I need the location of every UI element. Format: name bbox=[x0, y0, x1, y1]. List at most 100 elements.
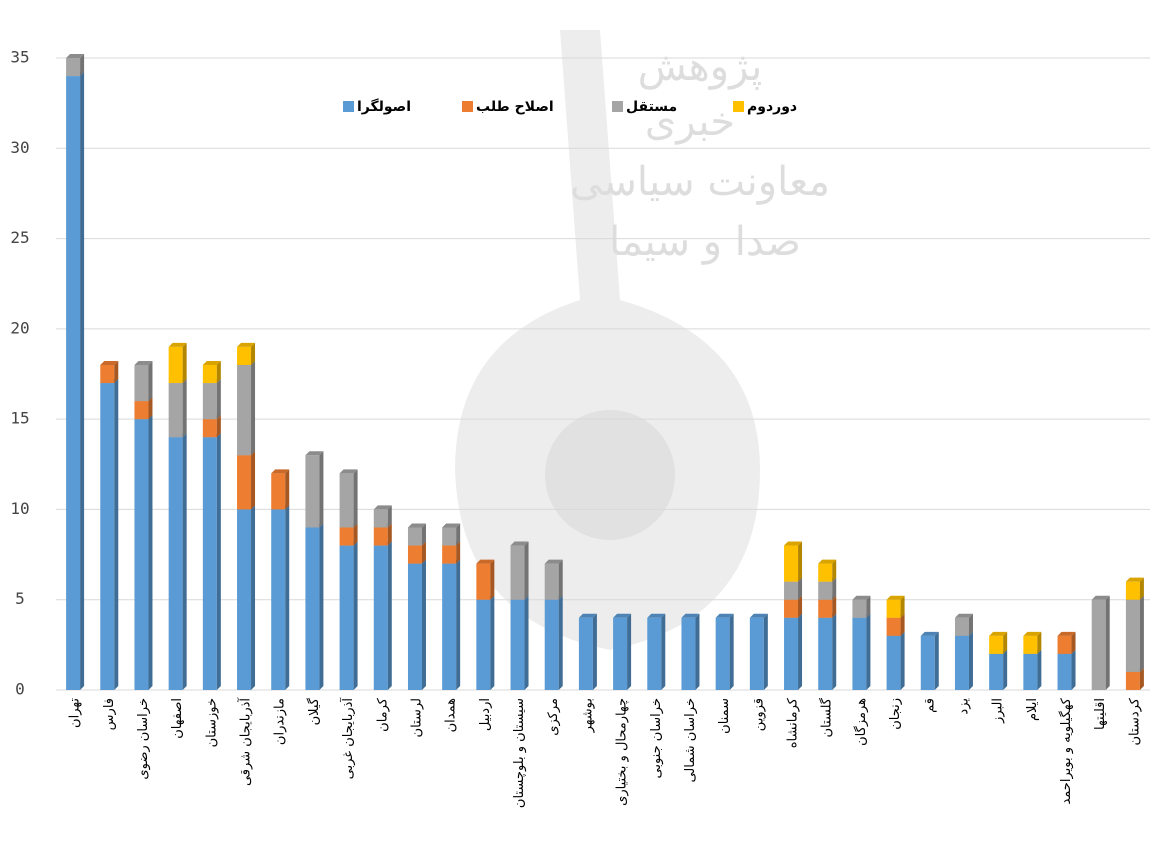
bar-front bbox=[134, 364, 149, 402]
legend-swatch bbox=[462, 101, 473, 112]
legend-label: اصلاح طلب bbox=[476, 99, 554, 115]
bar-top bbox=[66, 54, 85, 58]
y-tick-label: 35 bbox=[10, 48, 29, 67]
bar-front bbox=[237, 346, 252, 365]
legend-swatch bbox=[612, 101, 623, 112]
bar-front bbox=[886, 635, 901, 690]
bar-side bbox=[695, 613, 700, 690]
bar-side bbox=[900, 631, 905, 690]
bar-segment bbox=[989, 649, 1008, 690]
bar-segment bbox=[510, 595, 529, 690]
bar-front bbox=[1023, 635, 1038, 654]
bar-front bbox=[442, 563, 457, 690]
bar-front bbox=[407, 527, 422, 546]
bar-front bbox=[544, 599, 559, 690]
bar-segment bbox=[271, 469, 290, 510]
bar-top bbox=[578, 613, 597, 618]
bar-top bbox=[954, 613, 973, 618]
bar-segment bbox=[237, 451, 256, 510]
legend-label: دوردوم bbox=[747, 99, 797, 115]
bar-segment bbox=[305, 451, 324, 528]
bar-side bbox=[968, 613, 973, 636]
x-tick-label: سیستان و بلوچستان bbox=[512, 698, 527, 808]
bar-segment bbox=[373, 541, 392, 690]
bar-front bbox=[613, 617, 628, 690]
bar-side bbox=[80, 54, 85, 77]
bar-top bbox=[1057, 631, 1076, 636]
bar-segment bbox=[134, 360, 153, 402]
bar-segment bbox=[920, 631, 939, 690]
bar-segment bbox=[852, 613, 871, 690]
bar-front bbox=[1057, 635, 1072, 654]
bar-side bbox=[353, 541, 358, 690]
bar-front bbox=[305, 455, 320, 528]
bar-segment bbox=[784, 541, 803, 582]
bar-front bbox=[1125, 671, 1140, 690]
bar-top bbox=[339, 469, 358, 474]
bar-segment bbox=[1057, 631, 1076, 654]
bar-top bbox=[476, 559, 495, 564]
bar-side bbox=[1071, 631, 1076, 654]
x-tick-label: اردبیل bbox=[478, 698, 493, 731]
bar-front bbox=[476, 563, 491, 600]
x-tick-label: هرمزگان bbox=[853, 698, 869, 746]
bar-top bbox=[681, 613, 700, 618]
bar-side bbox=[832, 577, 837, 600]
bar-side bbox=[798, 613, 803, 690]
bar-front bbox=[476, 599, 491, 690]
bar-side bbox=[421, 559, 426, 690]
x-tick-label: مرکزی bbox=[546, 698, 561, 736]
bar-segment bbox=[886, 595, 905, 618]
bar-front bbox=[237, 455, 252, 510]
bar-side bbox=[216, 379, 221, 420]
y-tick-label: 0 bbox=[15, 680, 25, 699]
bar-side bbox=[456, 523, 461, 546]
bar-side bbox=[934, 631, 939, 690]
bar-segment bbox=[442, 523, 461, 546]
bar-front bbox=[749, 617, 764, 690]
bar-segment bbox=[339, 469, 358, 528]
bar-side bbox=[353, 523, 358, 546]
bar-segment bbox=[237, 360, 256, 456]
x-tick-label: لرستان bbox=[409, 698, 424, 737]
bar-segment bbox=[647, 613, 666, 690]
x-tick-label: چهارمحال و بختیاری bbox=[615, 698, 630, 806]
bar-front bbox=[784, 545, 799, 582]
bar-front bbox=[407, 563, 422, 690]
y-tick-label: 15 bbox=[10, 409, 29, 428]
bar-segment bbox=[989, 631, 1008, 654]
bar-top bbox=[407, 523, 426, 528]
logo-circle bbox=[545, 410, 675, 540]
bar-front bbox=[886, 599, 901, 618]
bar-side bbox=[832, 613, 837, 690]
bar-side bbox=[866, 595, 871, 618]
bar-segment bbox=[818, 613, 837, 690]
x-tick-label: تهران bbox=[68, 698, 83, 728]
bar-front bbox=[100, 364, 115, 384]
bar-segment bbox=[442, 559, 461, 690]
bar-top bbox=[237, 342, 256, 347]
x-tick-label: آذربایجان غربی bbox=[339, 697, 356, 780]
bar-side bbox=[114, 379, 119, 690]
bar-side bbox=[216, 360, 221, 384]
bar-segment bbox=[1125, 595, 1144, 672]
bar-side bbox=[80, 72, 85, 691]
bar-segment bbox=[407, 559, 426, 690]
bar-side bbox=[285, 505, 290, 690]
bar-side bbox=[1071, 649, 1076, 690]
bar-front bbox=[168, 383, 183, 438]
bar-segment bbox=[305, 523, 324, 690]
bar-top bbox=[784, 541, 803, 546]
x-tick-label: اقلیتها bbox=[1093, 698, 1108, 730]
bar-side bbox=[832, 595, 837, 618]
bar-side bbox=[285, 469, 290, 510]
bar-side bbox=[1003, 631, 1008, 654]
bar-front bbox=[852, 599, 867, 618]
bar-side bbox=[1003, 649, 1008, 690]
bar-side bbox=[182, 342, 187, 384]
legend-swatch bbox=[733, 101, 744, 112]
bar-segment bbox=[681, 613, 700, 690]
bar-front bbox=[168, 437, 183, 690]
bar-top bbox=[271, 469, 290, 474]
x-tick-label: کردستان bbox=[1127, 697, 1142, 745]
